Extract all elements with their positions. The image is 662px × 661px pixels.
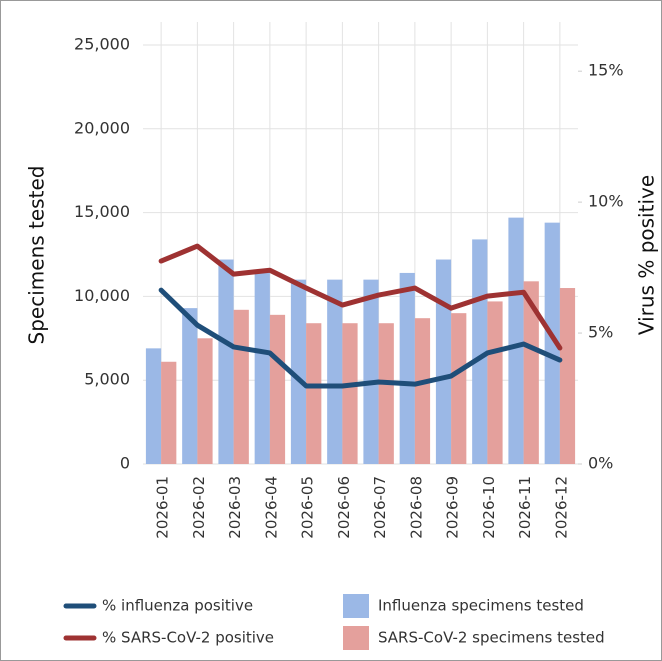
bar [544, 222, 560, 464]
y-tick-label: 20,000 [74, 118, 130, 137]
bar [327, 279, 343, 464]
bar [487, 301, 503, 464]
x-tick-label: 2026-05 [299, 476, 317, 539]
x-tick-label: 2026-02 [190, 476, 208, 539]
y-tick-label: 10,000 [74, 286, 130, 305]
line-series [158, 287, 563, 389]
bar [508, 217, 524, 464]
bar [161, 361, 177, 464]
x-tick-label: 2026-01 [154, 476, 172, 539]
legend-swatch [343, 626, 369, 650]
x-tick-label: 2026-06 [335, 476, 353, 539]
y2-tick-label: 10% [588, 192, 624, 211]
legend-label: % SARS-CoV-2 positive [102, 629, 274, 647]
legend-label: SARS-CoV-2 specimens tested [378, 629, 605, 647]
bar [342, 323, 358, 464]
x-tick-label: 2026-03 [226, 476, 244, 539]
x-tick-label: 2026-07 [371, 476, 389, 539]
bar [523, 281, 539, 464]
x-tick-label: 2026-11 [516, 476, 534, 539]
bar [363, 279, 379, 464]
bar [378, 323, 394, 464]
bar [306, 323, 322, 464]
bar [233, 309, 249, 464]
x-tick-label: 2026-10 [480, 476, 498, 539]
bar [197, 338, 213, 464]
x-tick-label: 2026-04 [262, 476, 280, 539]
y-tick-label: 15,000 [74, 202, 130, 221]
bar [451, 313, 467, 464]
bar [435, 259, 452, 464]
bar [218, 259, 234, 464]
bar [182, 308, 198, 464]
legend-label: Influenza specimens tested [378, 597, 584, 615]
bar [559, 288, 576, 464]
x-tick-label: 2026-12 [552, 476, 570, 539]
x-tick-label: 2026-09 [444, 476, 462, 539]
line-series [158, 243, 563, 351]
y-tick-label: 0 [120, 454, 130, 473]
y-axis-title: Specimens tested [25, 166, 49, 345]
y2-tick-label: 5% [588, 323, 613, 342]
legend-swatch [343, 594, 369, 618]
y-tick-label: 5,000 [84, 370, 130, 389]
y2-tick-label: 0% [588, 454, 613, 473]
y2-axis-title: Virus % positive [635, 175, 659, 335]
y2-tick-label: 15% [588, 61, 624, 80]
bar [399, 272, 415, 464]
bar [269, 314, 286, 464]
x-tick-label: 2026-08 [407, 476, 425, 539]
y-tick-label: 25,000 [74, 35, 130, 54]
bar [254, 271, 270, 464]
bar [145, 348, 162, 464]
bar [414, 318, 431, 464]
bar [290, 279, 307, 464]
legend-label: % influenza positive [102, 597, 253, 615]
